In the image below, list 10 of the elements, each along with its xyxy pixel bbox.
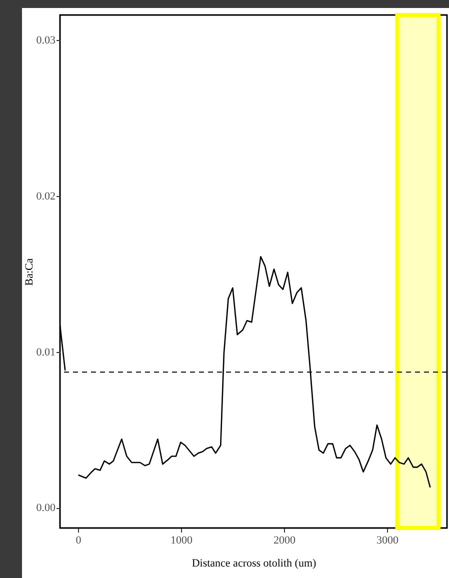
x-tick-label: 0	[76, 534, 82, 546]
x-tick-label: 2000	[273, 534, 296, 546]
y-tick-label: 0.03	[36, 34, 56, 46]
y-tick-label: 0.01	[36, 346, 56, 358]
x-tick-label: 3000	[376, 534, 399, 546]
x-tick-label: 1000	[170, 534, 193, 546]
x-axis-title: Distance across otolith (um)	[192, 558, 316, 570]
y-axis-title: Ba:Ca	[23, 258, 36, 286]
y-tick-label: 0.00	[36, 502, 56, 514]
y-tick-label: 0.02	[36, 190, 56, 202]
